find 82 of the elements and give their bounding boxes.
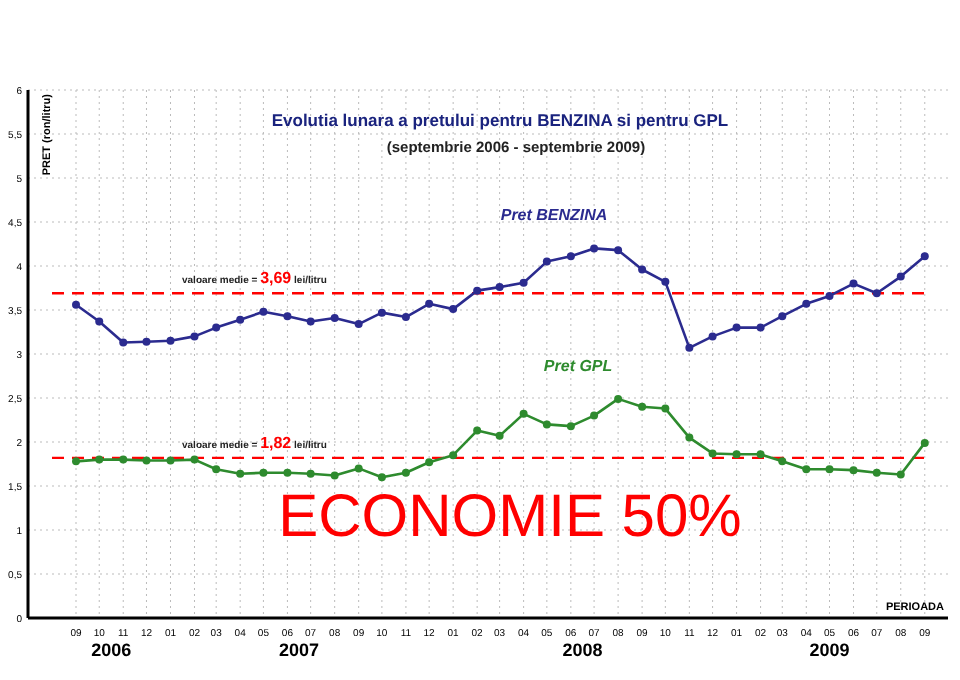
point: [283, 312, 292, 321]
point: [778, 312, 787, 321]
series-label: Pret GPL: [543, 356, 613, 375]
point: [661, 404, 670, 413]
point: [802, 465, 811, 474]
text: 2006: [91, 640, 132, 660]
point: [354, 320, 363, 329]
point: [330, 471, 339, 480]
point: [732, 323, 741, 332]
point: [190, 455, 199, 464]
point: [756, 450, 765, 459]
point: [473, 426, 482, 435]
point: [449, 305, 458, 314]
point: [72, 300, 81, 309]
point: [495, 283, 504, 292]
point: [802, 299, 811, 308]
point: [708, 332, 717, 341]
point: [495, 431, 504, 440]
point: [236, 469, 245, 478]
point: [685, 433, 694, 442]
point: [142, 456, 151, 465]
point: [920, 438, 929, 447]
point: [236, 315, 245, 324]
point: [566, 422, 575, 431]
point: [519, 278, 528, 287]
point: [849, 279, 858, 288]
point: [142, 337, 151, 346]
point: [614, 394, 623, 403]
point: [95, 455, 104, 464]
point: [72, 457, 81, 466]
point: [212, 465, 221, 474]
point: [259, 468, 268, 477]
point: [377, 473, 386, 482]
point: [449, 451, 458, 460]
point: [95, 317, 104, 326]
point: [119, 338, 128, 347]
series-label: Pret BENZINA: [500, 206, 608, 225]
point: [330, 313, 339, 322]
text: Evolutia lunara a pretului pentru BENZINA si pentru GPL: [271, 110, 729, 130]
point: [401, 468, 410, 477]
point: [778, 457, 787, 466]
point: [732, 450, 741, 459]
point: [425, 458, 434, 467]
point: [872, 468, 881, 477]
point: [920, 252, 929, 261]
point: [377, 308, 386, 317]
text: 2007: [279, 640, 320, 660]
point: [590, 411, 599, 420]
text: 2008: [562, 640, 603, 660]
annotation: ECONOMIE 50%: [278, 484, 742, 550]
point: [849, 466, 858, 475]
point: [119, 455, 128, 464]
point: [166, 456, 175, 465]
point: [166, 336, 175, 345]
point: [566, 252, 575, 261]
point: [542, 257, 551, 266]
point: [896, 272, 905, 281]
point: [425, 299, 434, 308]
text: 2009: [809, 640, 850, 660]
point: [638, 265, 647, 274]
point: [708, 449, 717, 458]
point: [614, 246, 623, 255]
point: [212, 323, 221, 332]
point: [473, 286, 482, 295]
point: [401, 313, 410, 322]
point: [190, 332, 199, 341]
point: [306, 469, 315, 478]
point: [825, 291, 834, 300]
point: [354, 464, 363, 473]
point: [259, 307, 268, 316]
point: [685, 343, 694, 352]
point: [896, 470, 905, 479]
point: [638, 402, 647, 411]
point: [283, 468, 292, 477]
point: [306, 317, 315, 326]
point: [519, 409, 528, 418]
point: [872, 289, 881, 298]
point: [756, 323, 765, 332]
point: [825, 465, 834, 474]
point: [590, 244, 599, 253]
point: [661, 277, 670, 286]
point: [542, 420, 551, 429]
